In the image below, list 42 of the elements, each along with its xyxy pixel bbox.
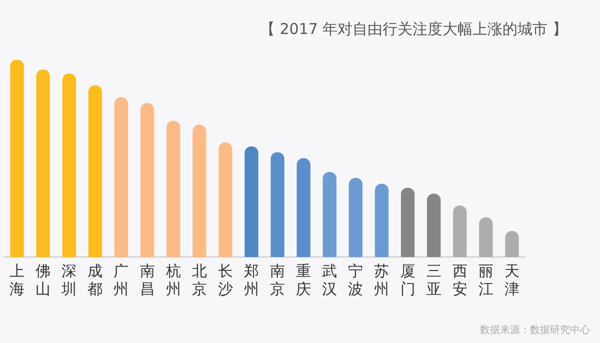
x-tick-label: 三亚 [426,262,442,298]
bar [114,97,128,257]
bar [400,188,415,257]
x-tick-label: 宁波 [348,262,364,298]
chart-title: 【 2017 年对自由行关注度大幅上涨的城市 】 [260,20,568,39]
x-tick-label: 重庆 [296,262,312,298]
x-tick-label: 天津 [504,262,520,298]
bar [244,146,258,257]
bar [10,60,24,257]
x-tick-label: 佛山 [36,262,51,298]
x-tick-label: 杭州 [164,262,181,298]
x-tick-label: 成都 [88,262,103,298]
x-tick-label: 丽江 [478,262,494,298]
bar [426,194,441,257]
bar [348,178,363,257]
bar [296,158,310,257]
bar [453,205,467,257]
x-tick-label: 南昌 [140,262,155,298]
bar [374,184,389,257]
x-tick-label: 北京 [192,262,207,298]
x-tick-label: 苏州 [374,262,390,298]
x-tick-label: 上海 [10,262,25,298]
x-tick-label: 南京 [270,262,286,298]
bar [166,120,180,257]
x-tick-label: 深圳 [60,262,77,298]
bar [270,152,284,257]
x-tick-label: 广州 [114,262,129,298]
bar [36,70,50,257]
x-tick-label: 郑州 [244,262,259,298]
source-note: 数据来源：数据研究中心 [480,324,590,337]
x-tick-label: 厦门 [400,262,416,298]
bar [88,85,102,257]
bar [62,73,76,257]
bar [140,103,154,257]
bar [218,142,232,257]
bar [505,231,519,257]
x-tick-label: 长沙 [218,262,233,298]
x-tick-label: 西安 [452,262,468,298]
bar [322,172,336,257]
x-tick-label: 武汉 [322,262,338,298]
bar [192,124,206,257]
bar [479,217,493,257]
